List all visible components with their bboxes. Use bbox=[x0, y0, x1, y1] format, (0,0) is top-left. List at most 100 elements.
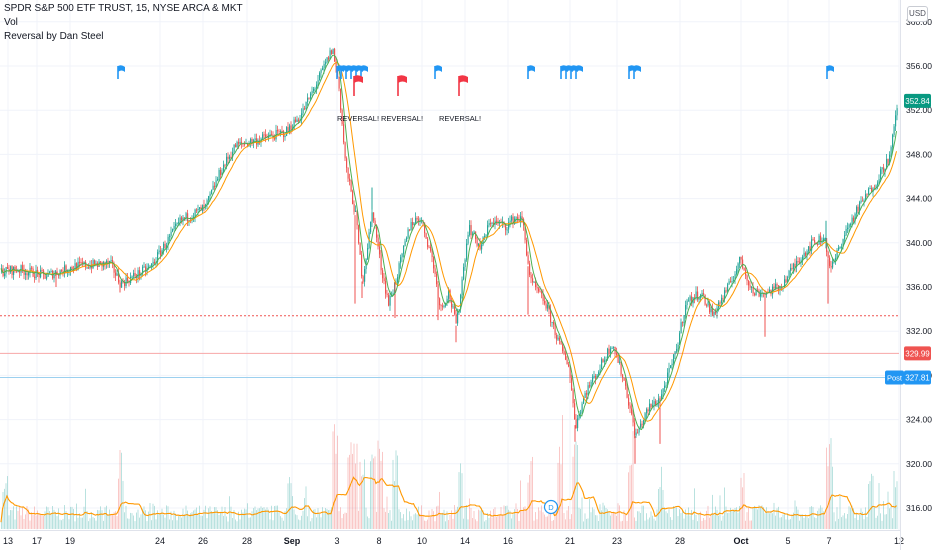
volume-bar bbox=[662, 489, 664, 529]
candle-body bbox=[143, 266, 145, 268]
candle-body bbox=[647, 409, 649, 412]
volume-bar bbox=[64, 505, 65, 529]
volume-bar bbox=[395, 450, 397, 529]
candle-body bbox=[517, 217, 519, 220]
candle-body bbox=[379, 246, 381, 255]
volume-bar bbox=[4, 488, 5, 529]
volume-bar bbox=[650, 511, 652, 529]
volume-bar bbox=[112, 514, 113, 529]
ma-slow-line bbox=[0, 61, 897, 422]
volume-bar bbox=[676, 507, 677, 529]
candle-body bbox=[136, 276, 138, 278]
candle-body bbox=[661, 394, 663, 401]
volume-bar bbox=[37, 510, 38, 529]
candle-body bbox=[803, 252, 805, 257]
volume-bar bbox=[353, 443, 355, 529]
volume-bar bbox=[506, 505, 508, 529]
candle-body bbox=[638, 427, 640, 433]
candle-body bbox=[302, 108, 304, 114]
volume-bar bbox=[209, 506, 211, 529]
x-tick-label: 3 bbox=[334, 536, 339, 546]
volume-bar bbox=[625, 514, 626, 529]
volume-bar bbox=[704, 519, 706, 529]
volume-bar bbox=[454, 505, 455, 529]
candle-body bbox=[508, 222, 510, 230]
candle-body bbox=[184, 217, 186, 219]
volume-bar bbox=[284, 511, 286, 529]
candle-body bbox=[338, 77, 340, 89]
candle-body bbox=[196, 209, 198, 211]
volume-bar bbox=[883, 501, 884, 529]
volume-bar bbox=[767, 512, 769, 529]
indicator-legend[interactable]: Reversal by Dan Steel bbox=[4, 31, 104, 42]
volume-bar bbox=[331, 507, 332, 529]
candle-body bbox=[296, 119, 298, 123]
x-tick-label: 8 bbox=[376, 536, 381, 546]
volume-bar bbox=[868, 483, 869, 529]
volume-bar bbox=[458, 472, 460, 529]
candle-body bbox=[841, 246, 843, 248]
volume-bar bbox=[29, 520, 31, 529]
volume-bar bbox=[386, 496, 388, 529]
volume-bar bbox=[850, 507, 851, 529]
volume-bar bbox=[23, 518, 25, 529]
candle-body bbox=[424, 222, 426, 234]
volume-bar bbox=[298, 519, 299, 529]
candle-body bbox=[889, 154, 891, 164]
candle-body bbox=[893, 126, 895, 135]
volume-bar bbox=[629, 465, 631, 529]
volume-bar bbox=[859, 515, 860, 529]
volume-bar bbox=[655, 520, 656, 529]
volume-bar bbox=[302, 510, 304, 529]
candle-body bbox=[479, 243, 481, 250]
volume-bar bbox=[211, 511, 212, 529]
candle-body bbox=[571, 377, 573, 390]
volume-bar bbox=[194, 509, 196, 529]
volume-bar bbox=[346, 512, 347, 529]
candle-body bbox=[343, 124, 345, 143]
candle-body bbox=[604, 360, 606, 362]
candle-body bbox=[667, 372, 669, 385]
candle-body bbox=[584, 393, 586, 398]
volume-bar bbox=[685, 509, 686, 529]
candle-body bbox=[362, 276, 364, 282]
candle-body bbox=[487, 225, 489, 236]
candle-body bbox=[809, 246, 811, 251]
volume-bar bbox=[14, 519, 16, 529]
volume-bar bbox=[892, 518, 893, 529]
volume-bar bbox=[11, 510, 13, 529]
candle-body bbox=[742, 259, 744, 268]
candle-body bbox=[128, 281, 130, 284]
volume-bar bbox=[10, 509, 11, 529]
currency-button[interactable]: USD bbox=[907, 6, 928, 22]
candle-body bbox=[271, 134, 273, 136]
volume-bar bbox=[563, 512, 565, 529]
candle-body bbox=[785, 279, 787, 283]
volume-bar bbox=[224, 507, 226, 529]
candle-body bbox=[199, 207, 201, 209]
volume-bar bbox=[545, 516, 547, 529]
volume-bar bbox=[823, 511, 824, 529]
volume-bar bbox=[467, 519, 469, 529]
volume-bar bbox=[587, 518, 589, 529]
candle-body bbox=[707, 302, 709, 306]
symbol-title[interactable]: SPDR S&P 500 ETF TRUST, 15, NYSE ARCA & … bbox=[4, 3, 243, 14]
volume-bar bbox=[418, 506, 419, 529]
volume-bar bbox=[403, 514, 404, 529]
volume-bar bbox=[485, 520, 487, 529]
volume-legend[interactable]: Vol bbox=[4, 17, 18, 28]
volume-bar bbox=[445, 521, 446, 529]
candle-body bbox=[92, 260, 94, 269]
volume-bar bbox=[829, 444, 830, 529]
reversal-annotation: REVERSAL! bbox=[439, 114, 481, 123]
candle-body bbox=[77, 261, 79, 270]
volume-bar bbox=[500, 506, 502, 529]
volume-bar bbox=[104, 507, 106, 529]
x-tick-label: 19 bbox=[65, 536, 75, 546]
volume-bar bbox=[79, 513, 80, 529]
candle-body bbox=[467, 235, 469, 244]
candle-body bbox=[175, 223, 177, 226]
candle-body bbox=[521, 216, 523, 220]
candle-body bbox=[868, 188, 870, 195]
